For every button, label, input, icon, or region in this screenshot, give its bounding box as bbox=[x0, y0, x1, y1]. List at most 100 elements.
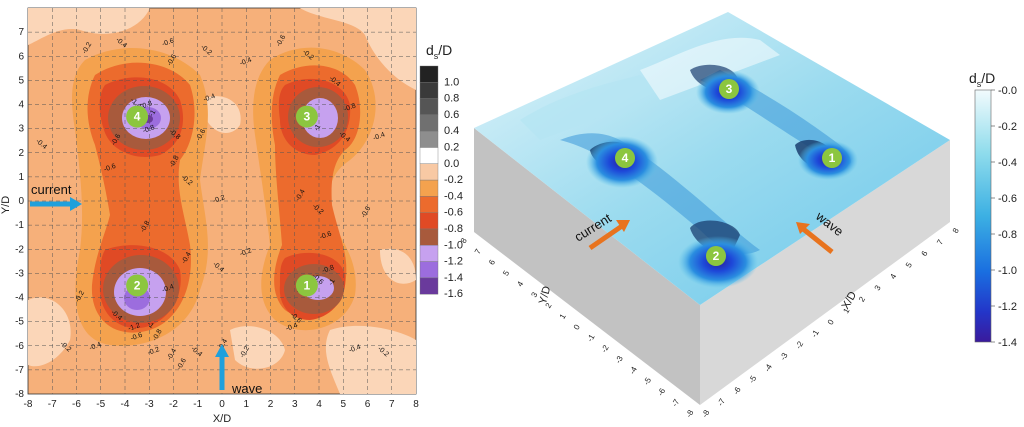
contour-value-label: -1 bbox=[328, 278, 337, 287]
current-annotation: current bbox=[31, 182, 72, 197]
contour-fill-shallow bbox=[230, 326, 285, 369]
x-tick-label: -2 bbox=[169, 399, 178, 410]
contour-value-label: -0.4 bbox=[202, 93, 216, 104]
surface-right-wall bbox=[700, 140, 950, 405]
colorbar-tick-label: 0.4 bbox=[444, 125, 459, 137]
contour-colorbar: ds/D 1.0 0.8 0.6 0.4 0.2 0.0 -0.2 -0.4 -0.6 -0.8 -… bbox=[419, 42, 463, 300]
surface-y-tick-label: -4 bbox=[628, 365, 640, 376]
colorbar-swatch bbox=[419, 277, 439, 295]
contour-value-label: -0.2 bbox=[212, 194, 226, 205]
surface-y-tick-label: -1 bbox=[585, 332, 597, 343]
surface-y-tick-label: -7 bbox=[670, 397, 682, 408]
y-tick-label: -7 bbox=[15, 365, 24, 376]
y-tick-label: -2 bbox=[15, 244, 24, 255]
contour-value-label: -0.2 bbox=[147, 346, 161, 357]
surface-y-tick-label: 5 bbox=[501, 269, 511, 278]
y-tick-label: 2 bbox=[18, 148, 24, 159]
colorbar-3d-tick-label: -0.8 bbox=[998, 229, 1017, 241]
colorbar-3d-gradient bbox=[974, 89, 992, 343]
current-arrow-3d bbox=[588, 220, 630, 251]
surface-y-tick-label: 3 bbox=[529, 290, 539, 299]
surface-left-wall bbox=[474, 128, 700, 405]
y-tick-label: 7 bbox=[18, 27, 24, 38]
contour-value-label: -1 bbox=[148, 109, 157, 118]
surface-pile-label-4: 4 bbox=[622, 151, 629, 165]
surface-x-tick-label: 5 bbox=[904, 260, 914, 269]
surface-x-tick-label: 7 bbox=[935, 238, 945, 247]
surface-y-tick-label: -5 bbox=[642, 376, 654, 387]
pile-label-3: 3 bbox=[304, 110, 311, 124]
contour-value-label: -0.6 bbox=[130, 332, 144, 343]
surface-x-tick-label: 0 bbox=[826, 318, 836, 327]
contour-value-label: -0.6 bbox=[161, 37, 175, 48]
y-axis-ticks: -8 -7 -6 -5 -4 -3 -2 -1 0 1 2 3 4 5 6 7 bbox=[15, 27, 24, 400]
surface-x-tick-label: -7 bbox=[716, 397, 728, 408]
surface-x-tick-label: 1 bbox=[841, 306, 851, 315]
surface-x-tick-label: -4 bbox=[763, 362, 775, 373]
y-tick-label: 4 bbox=[18, 100, 24, 111]
pile-marker-3 bbox=[295, 105, 318, 128]
current-arrow bbox=[30, 197, 82, 211]
x-tick-label: -7 bbox=[48, 399, 57, 410]
x-tick-label: -5 bbox=[96, 399, 105, 410]
surface-y-tick-label: 0 bbox=[572, 323, 582, 332]
y-tick-label: 0 bbox=[18, 196, 24, 207]
colorbar-swatch bbox=[419, 196, 439, 213]
surface-ridge bbox=[520, 75, 660, 140]
x-tick-label: 3 bbox=[292, 399, 298, 410]
surface-y-tick-label: -3 bbox=[614, 354, 626, 365]
colorbar-3d-tick-label: -1.4 bbox=[998, 337, 1017, 349]
contour-value-label: -0.8 bbox=[343, 103, 357, 114]
surface-y-tick-label: 2 bbox=[544, 301, 554, 310]
colorbar-swatch bbox=[419, 98, 439, 116]
colorbar-tick-label: 0.8 bbox=[444, 93, 459, 105]
contour-fill-shallow bbox=[28, 297, 71, 367]
y-tick-label: -8 bbox=[15, 389, 24, 400]
colorbar-3d-tick-label: -0.6 bbox=[998, 193, 1017, 205]
contour-value-label: -0.4 bbox=[161, 283, 175, 294]
y-tick-label: -4 bbox=[15, 293, 24, 304]
surface-pile-marker-1 bbox=[822, 148, 842, 168]
colorbar-swatch bbox=[419, 114, 439, 132]
colorbar-3d-tick-label: -1.0 bbox=[998, 265, 1017, 277]
colorbar-tick-label: -1.0 bbox=[444, 239, 463, 251]
surface-x-tick-label: -8 bbox=[700, 408, 712, 419]
y-tick-label: 3 bbox=[18, 124, 24, 135]
contour-value-label: -0.6 bbox=[103, 163, 117, 174]
surface-x-tick-label: 4 bbox=[888, 272, 898, 281]
colorbar-swatch bbox=[419, 147, 439, 164]
x-tick-label: 7 bbox=[389, 399, 395, 410]
surface-x-tick-label: -1 bbox=[810, 328, 822, 339]
pile-marker-1 bbox=[295, 274, 318, 297]
contour-value-label: -0.8 bbox=[139, 100, 153, 111]
contour-value-label: -0.4 bbox=[89, 341, 103, 352]
contour-fill-shallow bbox=[325, 325, 416, 394]
surface-x-tick-label: -6 bbox=[731, 385, 743, 396]
y-tick-label: -1 bbox=[15, 220, 24, 231]
y-tick-label: 1 bbox=[18, 172, 24, 183]
x-tick-label: 4 bbox=[316, 399, 322, 410]
pile-label-4: 4 bbox=[134, 110, 141, 124]
contour-fill-shallow bbox=[28, 8, 150, 45]
colorbar-swatch bbox=[419, 82, 439, 99]
wave-arrow bbox=[215, 344, 229, 390]
colorbar-swatch bbox=[419, 179, 439, 197]
contour-value-label: -0.4 bbox=[239, 57, 253, 68]
colorbar-tick-label: -1.4 bbox=[444, 272, 463, 284]
surface-pile-markers: 1 2 3 4 bbox=[615, 79, 842, 266]
x-axis-ticks: -8 -7 -6 -5 -4 -3 -2 -1 0 1 2 3 4 5 6 7 8 bbox=[24, 399, 420, 410]
surface-pile-label-1: 1 bbox=[829, 151, 836, 165]
colorbar-swatch bbox=[419, 261, 439, 279]
surface-y-tick-label: 6 bbox=[487, 258, 497, 267]
y-tick-label: -6 bbox=[15, 341, 24, 352]
colorbar-swatch bbox=[419, 228, 439, 246]
colorbar-tick-label: -0.4 bbox=[444, 190, 463, 202]
surface-x-tick-label: 6 bbox=[920, 249, 930, 258]
contour-plot: -0.2 -0.4 -0.6-0.6-0.2-0.4-0.6-0.2-0.8-1-1… bbox=[0, 7, 420, 425]
contour-value-label: -1.2 bbox=[127, 322, 141, 333]
colorbar-swatch bbox=[419, 245, 439, 262]
